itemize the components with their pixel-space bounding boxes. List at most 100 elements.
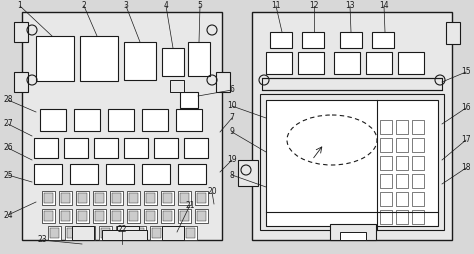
Bar (180, 193, 189, 203)
Bar (78, 193, 87, 203)
Bar (398, 52, 424, 74)
Bar (372, 32, 394, 48)
Text: 18: 18 (461, 164, 471, 172)
Text: 25: 25 (3, 170, 13, 180)
Bar (150, 226, 163, 240)
Bar (112, 193, 121, 203)
Bar (50, 228, 59, 238)
Bar (216, 72, 230, 92)
Bar (184, 226, 197, 240)
Text: 28: 28 (3, 96, 13, 104)
Bar (396, 192, 408, 206)
Bar (133, 226, 146, 240)
Bar (70, 164, 98, 184)
Text: 10: 10 (227, 102, 237, 110)
Bar (42, 209, 55, 223)
Bar (78, 211, 87, 221)
Bar (14, 72, 28, 92)
Bar (142, 164, 170, 184)
Bar (76, 191, 89, 205)
Bar (142, 109, 168, 131)
Bar (82, 226, 95, 240)
Bar (108, 109, 134, 131)
Bar (110, 209, 123, 223)
Bar (14, 22, 28, 42)
Bar (80, 36, 118, 81)
Bar (44, 193, 53, 203)
Bar (262, 78, 442, 90)
Text: 11: 11 (271, 2, 281, 10)
Text: 13: 13 (345, 2, 355, 10)
Bar (178, 191, 191, 205)
Text: 7: 7 (229, 114, 235, 122)
Bar (396, 138, 408, 152)
Bar (412, 156, 424, 170)
Bar (195, 209, 208, 223)
Bar (380, 120, 392, 134)
Bar (266, 100, 438, 226)
Bar (127, 191, 140, 205)
Bar (186, 228, 195, 238)
Bar (412, 192, 424, 206)
Bar (178, 209, 191, 223)
Text: 2: 2 (82, 2, 86, 10)
Bar (42, 191, 55, 205)
Bar (110, 191, 123, 205)
Bar (380, 156, 392, 170)
Bar (65, 226, 78, 240)
Bar (36, 36, 74, 81)
Bar (161, 209, 174, 223)
Bar (59, 191, 72, 205)
Text: 12: 12 (309, 2, 319, 10)
Bar (127, 209, 140, 223)
Text: 23: 23 (37, 235, 47, 245)
Bar (102, 230, 147, 240)
Bar (154, 138, 178, 158)
Bar (170, 80, 184, 92)
Bar (163, 211, 172, 221)
Bar (144, 191, 157, 205)
Bar (44, 211, 53, 221)
Text: 6: 6 (229, 86, 235, 94)
Text: 16: 16 (461, 103, 471, 113)
Bar (446, 22, 460, 44)
Bar (34, 164, 62, 184)
Bar (129, 193, 138, 203)
Bar (330, 224, 376, 240)
Text: 5: 5 (198, 2, 202, 10)
Text: 8: 8 (229, 170, 234, 180)
Bar (112, 211, 121, 221)
Bar (380, 138, 392, 152)
Bar (162, 226, 184, 240)
Bar (396, 174, 408, 188)
Bar (334, 52, 360, 74)
Text: 27: 27 (3, 119, 13, 129)
Bar (412, 174, 424, 188)
Bar (95, 193, 104, 203)
Bar (380, 174, 392, 188)
Bar (116, 226, 129, 240)
Bar (184, 138, 208, 158)
Text: 3: 3 (124, 2, 128, 10)
Text: 26: 26 (3, 144, 13, 152)
Bar (270, 32, 292, 48)
Bar (118, 228, 127, 238)
Bar (238, 160, 258, 186)
Bar (161, 191, 174, 205)
Bar (178, 164, 206, 184)
Bar (95, 211, 104, 221)
Bar (146, 211, 155, 221)
Bar (40, 109, 66, 131)
Bar (61, 193, 70, 203)
Bar (266, 52, 292, 74)
Bar (176, 109, 202, 131)
Bar (163, 193, 172, 203)
Bar (396, 120, 408, 134)
Bar (74, 109, 100, 131)
Bar (48, 226, 61, 240)
Bar (99, 226, 112, 240)
Bar (22, 12, 222, 240)
Bar (117, 226, 139, 240)
Bar (59, 209, 72, 223)
Text: 1: 1 (18, 2, 22, 10)
